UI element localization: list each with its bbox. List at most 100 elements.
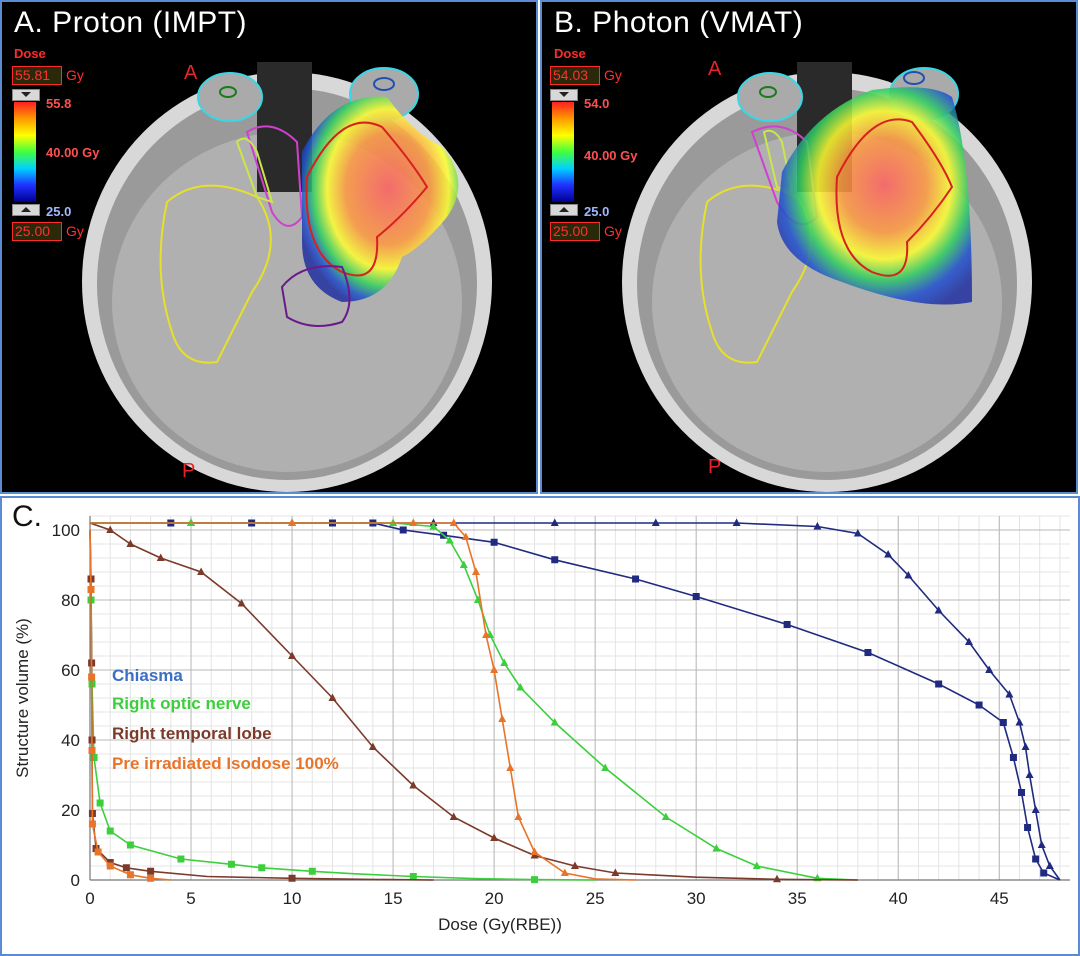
point-chiasma-impt [1024, 824, 1032, 831]
min-dose-up-button-b[interactable] [550, 204, 578, 216]
point-chiasma-impt [783, 621, 791, 628]
point-right-temporal-lobe-vmat [106, 525, 115, 533]
colorbar-max-a: 55.8 [46, 96, 72, 111]
point-pre-irradiated-isodose-100--impt [88, 820, 96, 828]
point-chiasma-impt [864, 649, 872, 656]
panel-c-title: C. [12, 500, 42, 533]
panel-b-title: B. Photon (VMAT) [554, 6, 804, 39]
colorbar-min-a: 25.0 [46, 204, 72, 219]
x-tick-label: 40 [889, 889, 908, 908]
point-chiasma-vmat [1021, 742, 1030, 750]
min-dose-up-button-a[interactable] [12, 204, 40, 216]
point-right-temporal-lobe-vmat [490, 833, 499, 841]
max-dose-down-button-a[interactable] [12, 89, 40, 101]
max-dose-unit-b: Gy [604, 67, 622, 83]
legend-chiasma: Chiasma [112, 666, 183, 685]
point-right-optic-nerve-impt [308, 867, 316, 875]
max-dose-unit-a: Gy [66, 67, 84, 83]
point-pre-irradiated-isodose-100--impt [126, 871, 134, 879]
point-right-optic-nerve-vmat [429, 522, 438, 530]
point-right-optic-nerve-vmat [459, 560, 468, 568]
x-tick-label: 35 [788, 889, 807, 908]
point-right-temporal-lobe-vmat [449, 812, 458, 820]
point-pre-irradiated-isodose-100--vmat [449, 518, 458, 526]
point-chiasma-vmat [985, 665, 994, 673]
dose-label-b: Dose [554, 46, 586, 61]
dvh-chart-panel: 0 5 10 15 20 25 30 35 40 45 0 20 40 60 80 100 Dose (Gy(R… [0, 496, 1080, 956]
point-right-temporal-lobe-vmat [156, 553, 165, 561]
point-right-optic-nerve-impt [531, 876, 539, 884]
point-right-optic-nerve-impt [90, 754, 98, 761]
dose-colorbar-b [552, 102, 574, 202]
point-chiasma-impt [692, 593, 700, 600]
point-right-temporal-lobe-impt [147, 867, 155, 875]
series-line-right-temporal-lobe-vmat [89, 522, 858, 881]
point-chiasma-impt [1018, 789, 1026, 796]
point-right-optic-nerve-impt [258, 864, 266, 872]
ct-slice-image-a [82, 62, 492, 492]
point-right-temporal-lobe-vmat [368, 742, 377, 750]
point-pre-irradiated-isodose-100--vmat [514, 812, 523, 820]
point-pre-irradiated-isodose-100--vmat [482, 630, 491, 638]
point-chiasma-vmat [651, 518, 660, 526]
max-dose-field-a[interactable]: 55.81 [12, 66, 62, 85]
point-chiasma-vmat [813, 522, 822, 530]
point-chiasma-vmat [1031, 805, 1040, 813]
point-chiasma-impt [490, 538, 498, 546]
point-right-temporal-lobe-vmat [570, 861, 579, 869]
max-dose-field-b[interactable]: 54.03 [550, 66, 600, 85]
x-tick-label: 30 [687, 889, 706, 908]
ct-slice-image-b [622, 62, 1032, 492]
point-chiasma-vmat [904, 571, 913, 579]
point-chiasma-vmat [732, 518, 741, 526]
y-tick-label: 20 [61, 801, 80, 820]
point-pre-irradiated-isodose-100--impt [94, 848, 102, 856]
point-chiasma-vmat [1025, 770, 1034, 778]
x-tick-label: 10 [283, 889, 302, 908]
x-axis-label: Dose (Gy(RBE)) [438, 915, 562, 934]
point-right-optic-nerve-vmat [752, 861, 761, 869]
anterior-label-a: A [184, 62, 198, 84]
dose-colorbar-a [14, 102, 36, 202]
point-chiasma-impt [632, 575, 640, 583]
point-pre-irradiated-isodose-100--vmat [490, 665, 499, 673]
min-dose-field-a[interactable]: 25.00 [12, 222, 62, 241]
point-chiasma-vmat [853, 529, 862, 537]
point-right-temporal-lobe-vmat [611, 868, 620, 876]
dose-label-a: Dose [14, 46, 46, 61]
point-right-temporal-lobe-vmat [288, 651, 297, 659]
colorbar-mid-a: 40.00 Gy [46, 145, 100, 160]
point-pre-irradiated-isodose-100--vmat [471, 567, 480, 575]
anterior-label-b: A [708, 58, 722, 80]
min-dose-unit-b: Gy [604, 223, 622, 239]
point-chiasma-impt [975, 701, 983, 709]
y-tick-label: 0 [71, 871, 80, 890]
min-dose-unit-a: Gy [66, 223, 84, 239]
point-chiasma-vmat [934, 606, 943, 614]
x-tick-label: 25 [586, 889, 605, 908]
y-tick-label: 100 [52, 521, 80, 540]
point-chiasma-vmat [964, 637, 973, 645]
point-right-optic-nerve-impt [177, 855, 185, 863]
point-pre-irradiated-isodose-100--impt [88, 747, 96, 754]
point-chiasma-impt [551, 556, 559, 564]
point-right-optic-nerve-impt [126, 841, 134, 849]
min-dose-field-b[interactable]: 25.00 [550, 222, 600, 241]
panel-a-proton: A. Proton (IMPT) A P Dose 55.81 Gy 55.8 … [0, 0, 538, 494]
point-chiasma-impt [935, 680, 943, 688]
point-right-optic-nerve-vmat [712, 844, 721, 852]
point-right-temporal-lobe-vmat [328, 693, 337, 701]
series-line-pre-irradiated-isodose-100--impt [89, 529, 171, 881]
series-line-right-optic-nerve-impt [89, 529, 596, 881]
point-pre-irradiated-isodose-100--vmat [409, 518, 418, 526]
point-chiasma-impt [1032, 855, 1040, 863]
x-tick-label: 0 [85, 889, 94, 908]
point-chiasma-vmat [1005, 690, 1014, 698]
point-pre-irradiated-isodose-100--vmat [288, 518, 297, 526]
y-tick-label: 40 [61, 731, 80, 750]
colorbar-max-b: 54.0 [584, 96, 610, 111]
y-tick-label: 80 [61, 591, 80, 610]
point-right-optic-nerve-vmat [601, 763, 610, 771]
legend-right-temporal-lobe: Right temporal lobe [112, 724, 272, 743]
max-dose-down-button-b[interactable] [550, 89, 578, 101]
